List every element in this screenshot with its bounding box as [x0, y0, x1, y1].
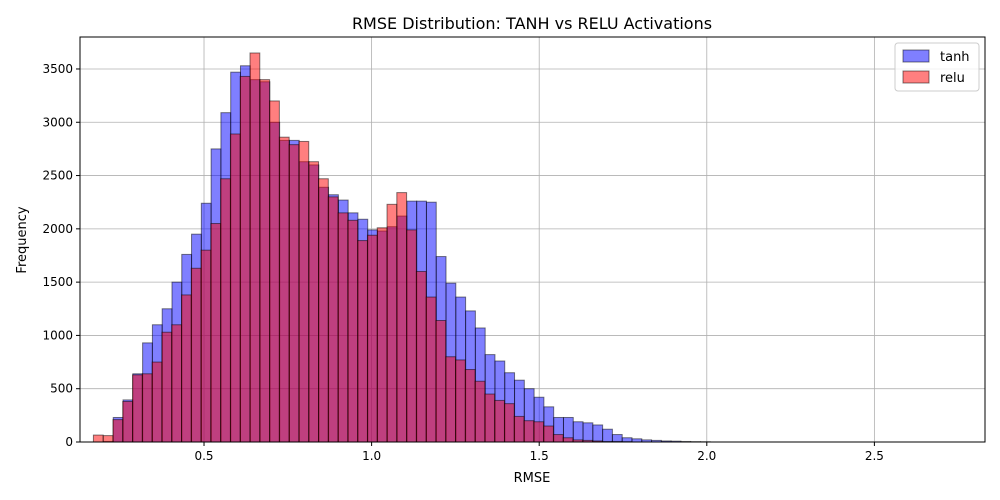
x-tick-label: 2.0: [697, 449, 716, 463]
relu-bar: [543, 425, 554, 443]
x-tick-label: 1.0: [362, 449, 381, 463]
tanh-bar: [602, 428, 613, 443]
relu-bar: [552, 434, 564, 443]
tanh-bar: [611, 434, 623, 443]
series-relu: [92, 52, 633, 443]
relu-bar: [523, 420, 535, 443]
relu-bar: [357, 240, 368, 443]
relu-bar: [132, 374, 143, 443]
tanh-bar: [582, 422, 594, 443]
legend-swatch-tanh: [902, 49, 930, 63]
relu-bar: [503, 403, 515, 443]
relu-bar: [435, 320, 447, 443]
relu-bar: [406, 229, 417, 443]
relu-bar: [484, 393, 496, 443]
tanh-bar: [572, 421, 584, 443]
relu-bar: [396, 192, 408, 443]
y-tick-label: 0: [65, 435, 73, 449]
relu-bar: [366, 234, 378, 443]
relu-bar: [161, 331, 173, 443]
relu-bar: [474, 380, 486, 443]
y-tick-label: 3500: [42, 62, 73, 76]
relu-bar: [298, 140, 310, 443]
x-axis-label: RMSE: [514, 471, 551, 486]
relu-bar: [562, 437, 574, 443]
relu-bar: [249, 52, 261, 443]
legend-label-relu: relu: [940, 71, 965, 86]
x-tick-label: 2.5: [865, 449, 884, 463]
relu-bar: [533, 421, 545, 443]
relu-bar: [122, 401, 134, 443]
y-axis-label: Frequency: [15, 206, 30, 273]
relu-bar: [210, 223, 222, 443]
tanh-bar: [592, 424, 604, 443]
relu-bar: [200, 249, 212, 443]
y-tick-label: 2500: [42, 169, 73, 183]
legend-swatch-relu: [902, 70, 930, 84]
relu-bar: [455, 359, 466, 443]
y-tick-label: 2000: [42, 222, 73, 236]
legend: tanh relu: [894, 42, 980, 92]
relu-bar: [259, 79, 271, 443]
relu-bar: [190, 267, 202, 443]
relu-bar: [386, 203, 398, 443]
relu-bar: [425, 296, 437, 443]
plot-frame: [79, 36, 986, 443]
relu-bar: [318, 178, 329, 443]
x-tick-label: 0.5: [194, 449, 213, 463]
relu-bar: [229, 133, 241, 443]
bars: [92, 52, 711, 443]
relu-bar: [464, 369, 476, 443]
relu-bar: [180, 294, 192, 443]
relu-bar: [151, 361, 163, 443]
y-tick-label: 1000: [42, 328, 73, 342]
y-tick-label: 1500: [42, 275, 73, 289]
axis-ticks: 0.5 1.0 1.5 2.0 2.5 0 500 1000 1500 2000 2500 3000 3…: [42, 62, 883, 463]
relu-bar: [141, 373, 153, 443]
relu-bar: [102, 435, 114, 443]
relu-bar: [112, 419, 124, 443]
relu-bar: [308, 161, 320, 443]
relu-bar: [269, 100, 280, 443]
relu-bar: [376, 227, 388, 443]
relu-bar: [220, 178, 231, 443]
relu-bar: [278, 136, 290, 443]
x-tick-label: 1.5: [530, 449, 549, 463]
relu-bar: [327, 196, 339, 443]
relu-bar: [171, 324, 182, 443]
relu-bar: [239, 75, 251, 443]
relu-bar: [92, 434, 104, 443]
relu-bar: [445, 356, 457, 443]
y-tick-label: 3000: [42, 115, 73, 129]
relu-bar: [347, 219, 359, 443]
y-tick-label: 500: [50, 382, 73, 396]
chart-title: RMSE Distribution: TANH vs RELU Activati…: [352, 14, 712, 33]
relu-bar: [415, 270, 427, 443]
relu-bar: [288, 144, 300, 443]
relu-bar: [513, 415, 525, 443]
legend-label-tanh: tanh: [940, 50, 970, 65]
relu-bar: [494, 399, 505, 443]
relu-bar: [337, 212, 349, 443]
